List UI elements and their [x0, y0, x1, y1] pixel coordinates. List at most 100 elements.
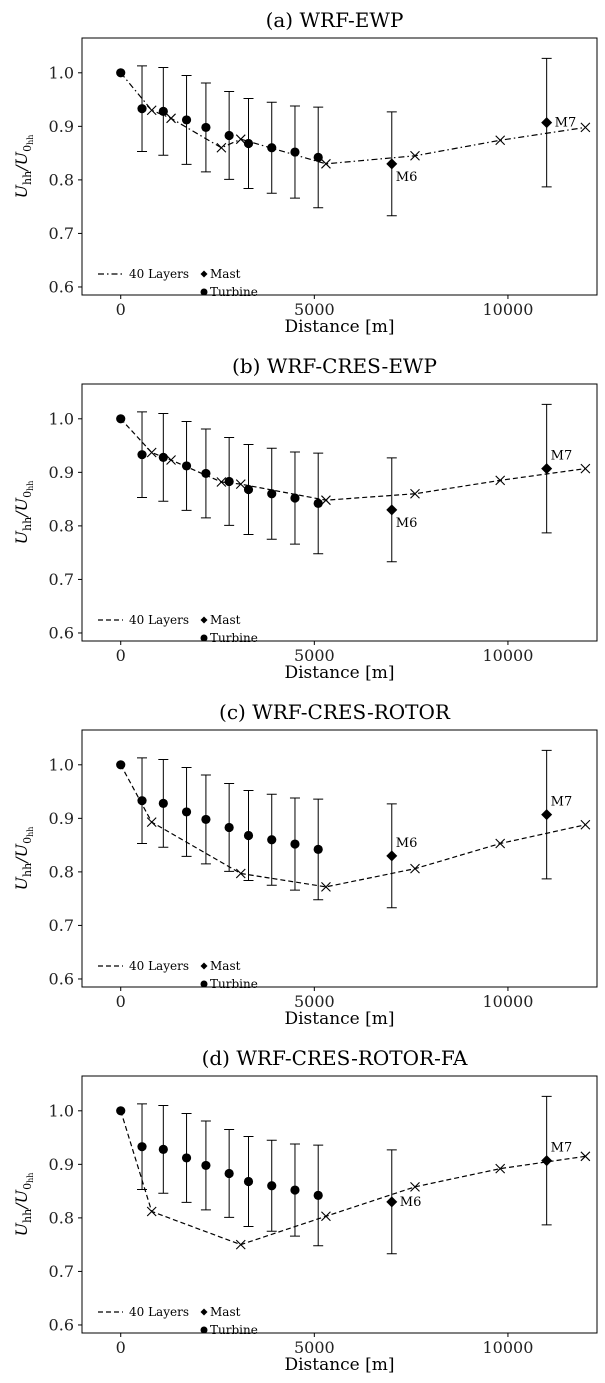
mast-annotation: M7	[551, 449, 573, 464]
mast-annotation: M6	[396, 836, 418, 851]
turbine-point	[314, 845, 323, 854]
x-tick-label: 0	[116, 992, 126, 1011]
mast-point	[541, 117, 552, 128]
series-point	[217, 143, 226, 152]
turbine-point	[314, 1191, 323, 1200]
mast-point	[541, 463, 552, 474]
y-axis-label: Uhh/U0hh	[12, 481, 35, 545]
chart-panel-4: (d) WRF-CRES-ROTOR-FA 0 5000 10000 0.6 0.7 0.8…	[12, 1046, 597, 1375]
turbine-point	[201, 469, 210, 478]
turbine-point	[182, 115, 191, 124]
y-tick-label: 0.7	[49, 570, 74, 589]
legend-turbine-symbol	[201, 1327, 208, 1334]
turbine-point	[290, 839, 299, 848]
mast-point	[386, 850, 397, 861]
turbine-point	[137, 796, 146, 805]
legend-mast-symbol	[201, 963, 208, 970]
y-tick-label: 0.7	[49, 224, 74, 243]
turbine-point	[267, 143, 276, 152]
y-tick-label: 0.9	[49, 809, 74, 828]
turbine-point	[290, 493, 299, 502]
turbine-point	[201, 1161, 210, 1170]
series-point	[411, 1182, 420, 1191]
turbine-point	[182, 461, 191, 470]
y-axis-label: Uhh/U0hh	[12, 135, 35, 199]
turbine-point	[244, 485, 253, 494]
legend-mast-label: Mast	[210, 959, 241, 973]
legend-mast-label: Mast	[210, 267, 241, 281]
mast-annotation: M7	[555, 116, 577, 131]
legend-mast-symbol	[201, 271, 208, 278]
turbine-point	[159, 799, 168, 808]
y-tick-label: 1.0	[49, 1101, 74, 1120]
legend-turbine-label: Turbine	[210, 1323, 258, 1337]
series-line	[121, 419, 586, 500]
legend-turbine-symbol	[201, 981, 208, 988]
turbine-point	[290, 1185, 299, 1194]
turbine-point	[244, 139, 253, 148]
turbine-point	[225, 1169, 234, 1178]
turbine-point	[267, 835, 276, 844]
turbine-point	[314, 153, 323, 162]
plot-frame	[82, 730, 597, 987]
turbine-point	[137, 1142, 146, 1151]
turbine-point	[182, 1153, 191, 1162]
mast-point	[386, 1196, 397, 1207]
series-point	[236, 135, 245, 144]
series-point	[581, 123, 590, 132]
series-point	[236, 1240, 245, 1249]
turbine-point	[314, 499, 323, 508]
y-tick-label: 0.9	[49, 463, 74, 482]
turbine-point	[182, 807, 191, 816]
turbine-point	[290, 147, 299, 156]
plot-frame	[82, 38, 597, 295]
series-point	[321, 159, 330, 168]
legend-turbine-symbol	[201, 289, 208, 296]
legend-turbine-label: Turbine	[210, 977, 258, 991]
series-point	[147, 448, 156, 457]
legend-series-label: 40 Layers	[129, 959, 189, 973]
mast-annotation: M7	[551, 1141, 573, 1156]
series-point	[147, 818, 156, 827]
y-tick-label: 1.0	[49, 63, 74, 82]
y-tick-label: 0.8	[49, 1208, 74, 1227]
legend-mast-symbol	[201, 617, 208, 624]
plot-frame	[82, 384, 597, 641]
turbine-point	[225, 823, 234, 832]
y-tick-label: 1.0	[49, 409, 74, 428]
y-tick-label: 0.9	[49, 117, 74, 136]
x-axis-label: Distance [m]	[284, 1009, 394, 1029]
chart-title: (d) WRF-CRES-ROTOR-FA	[202, 1046, 468, 1070]
x-tick-label: 10000	[482, 992, 533, 1011]
turbine-point	[267, 1181, 276, 1190]
turbine-point	[116, 414, 125, 423]
turbine-point	[244, 831, 253, 840]
legend-mast-label: Mast	[210, 613, 241, 627]
series-point	[321, 1212, 330, 1221]
y-tick-label: 0.6	[49, 969, 74, 988]
turbine-point	[159, 107, 168, 116]
y-tick-label: 0.8	[49, 516, 74, 535]
x-tick-label: 10000	[482, 1338, 533, 1357]
legend-turbine-label: Turbine	[210, 631, 258, 645]
series-line	[121, 1111, 586, 1245]
legend-series-label: 40 Layers	[129, 267, 189, 281]
y-axis-label: Uhh/U0hh	[12, 827, 35, 891]
series-point	[411, 864, 420, 873]
series-point	[167, 114, 176, 123]
turbine-point	[116, 68, 125, 77]
x-axis-label: Distance [m]	[284, 1355, 394, 1375]
turbine-point	[137, 104, 146, 113]
chart-title: (c) WRF-CRES-ROTOR	[219, 700, 451, 724]
y-tick-label: 0.7	[49, 916, 74, 935]
legend-series-label: 40 Layers	[129, 613, 189, 627]
legend-mast-symbol	[201, 1309, 208, 1316]
series-line	[121, 765, 586, 887]
series-point	[581, 820, 590, 829]
chart-panel-1: (a) WRF-EWP 0 5000 10000 0.6 0.7 0.8 0.9 1.0 Dist…	[12, 8, 597, 337]
turbine-point	[116, 1106, 125, 1115]
chart-panel-3: (c) WRF-CRES-ROTOR0 5000 100000.60.70.80.9…	[12, 700, 597, 1029]
x-tick-label: 0	[116, 300, 126, 319]
mast-annotation: M6	[396, 516, 418, 531]
